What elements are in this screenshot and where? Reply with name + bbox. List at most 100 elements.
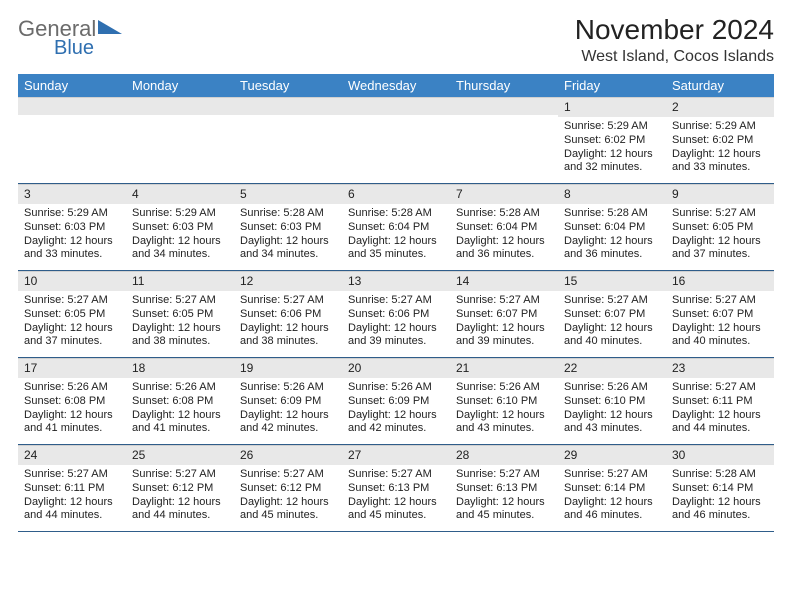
sunrise-text: Sunrise: 5:27 AM: [348, 294, 444, 308]
daylight-text: Daylight: 12 hours and 36 minutes.: [564, 235, 660, 263]
day-cell: 20Sunrise: 5:26 AMSunset: 6:09 PMDayligh…: [342, 358, 450, 444]
sunset-text: Sunset: 6:03 PM: [132, 221, 228, 235]
day-number: 26: [234, 445, 342, 465]
day-body: Sunrise: 5:27 AMSunset: 6:13 PMDaylight:…: [342, 465, 450, 527]
title-block: November 2024 West Island, Cocos Islands: [575, 14, 774, 66]
sunrise-text: Sunrise: 5:26 AM: [564, 381, 660, 395]
sunset-text: Sunset: 6:12 PM: [132, 482, 228, 496]
day-cell: [126, 97, 234, 183]
day-body: Sunrise: 5:29 AMSunset: 6:02 PMDaylight:…: [558, 117, 666, 179]
day-number: [342, 97, 450, 115]
day-number: 29: [558, 445, 666, 465]
sunset-text: Sunset: 6:05 PM: [24, 308, 120, 322]
sunset-text: Sunset: 6:13 PM: [456, 482, 552, 496]
day-cell: 27Sunrise: 5:27 AMSunset: 6:13 PMDayligh…: [342, 445, 450, 531]
day-number: 28: [450, 445, 558, 465]
daylight-text: Daylight: 12 hours and 44 minutes.: [672, 409, 768, 437]
sunrise-text: Sunrise: 5:27 AM: [564, 468, 660, 482]
logo-triangle-icon: [98, 20, 122, 34]
day-number: 9: [666, 184, 774, 204]
daylight-text: Daylight: 12 hours and 44 minutes.: [132, 496, 228, 524]
day-body: Sunrise: 5:27 AMSunset: 6:14 PMDaylight:…: [558, 465, 666, 527]
day-number: 23: [666, 358, 774, 378]
day-body: Sunrise: 5:27 AMSunset: 6:07 PMDaylight:…: [666, 291, 774, 353]
day-cell: 6Sunrise: 5:28 AMSunset: 6:04 PMDaylight…: [342, 184, 450, 270]
day-cell: [342, 97, 450, 183]
day-cell: 1Sunrise: 5:29 AMSunset: 6:02 PMDaylight…: [558, 97, 666, 183]
sunrise-text: Sunrise: 5:29 AM: [672, 120, 768, 134]
sunrise-text: Sunrise: 5:27 AM: [132, 468, 228, 482]
day-cell: [450, 97, 558, 183]
week-row: 17Sunrise: 5:26 AMSunset: 6:08 PMDayligh…: [18, 358, 774, 445]
sunset-text: Sunset: 6:03 PM: [24, 221, 120, 235]
day-number: 22: [558, 358, 666, 378]
sunrise-text: Sunrise: 5:26 AM: [132, 381, 228, 395]
sunset-text: Sunset: 6:06 PM: [348, 308, 444, 322]
day-cell: 26Sunrise: 5:27 AMSunset: 6:12 PMDayligh…: [234, 445, 342, 531]
weekday-header: Wednesday: [342, 74, 450, 97]
sunrise-text: Sunrise: 5:27 AM: [564, 294, 660, 308]
day-cell: 24Sunrise: 5:27 AMSunset: 6:11 PMDayligh…: [18, 445, 126, 531]
sunrise-text: Sunrise: 5:27 AM: [456, 294, 552, 308]
sunrise-text: Sunrise: 5:27 AM: [24, 468, 120, 482]
daylight-text: Daylight: 12 hours and 42 minutes.: [348, 409, 444, 437]
sunset-text: Sunset: 6:11 PM: [672, 395, 768, 409]
day-number: 1: [558, 97, 666, 117]
day-cell: 9Sunrise: 5:27 AMSunset: 6:05 PMDaylight…: [666, 184, 774, 270]
day-cell: 10Sunrise: 5:27 AMSunset: 6:05 PMDayligh…: [18, 271, 126, 357]
day-cell: 2Sunrise: 5:29 AMSunset: 6:02 PMDaylight…: [666, 97, 774, 183]
day-cell: 14Sunrise: 5:27 AMSunset: 6:07 PMDayligh…: [450, 271, 558, 357]
day-number: 14: [450, 271, 558, 291]
day-cell: [18, 97, 126, 183]
weekday-header: Friday: [558, 74, 666, 97]
daylight-text: Daylight: 12 hours and 33 minutes.: [24, 235, 120, 263]
logo: General Blue: [18, 14, 128, 58]
sunrise-text: Sunrise: 5:27 AM: [240, 294, 336, 308]
sunset-text: Sunset: 6:14 PM: [564, 482, 660, 496]
day-cell: 7Sunrise: 5:28 AMSunset: 6:04 PMDaylight…: [450, 184, 558, 270]
sunset-text: Sunset: 6:06 PM: [240, 308, 336, 322]
sunrise-text: Sunrise: 5:28 AM: [456, 207, 552, 221]
sunrise-text: Sunrise: 5:28 AM: [672, 468, 768, 482]
sunset-text: Sunset: 6:04 PM: [564, 221, 660, 235]
day-body: Sunrise: 5:27 AMSunset: 6:05 PMDaylight:…: [126, 291, 234, 353]
day-cell: 16Sunrise: 5:27 AMSunset: 6:07 PMDayligh…: [666, 271, 774, 357]
day-body: Sunrise: 5:26 AMSunset: 6:09 PMDaylight:…: [342, 378, 450, 440]
weekday-header-row: Sunday Monday Tuesday Wednesday Thursday…: [18, 74, 774, 97]
daylight-text: Daylight: 12 hours and 41 minutes.: [24, 409, 120, 437]
day-body: Sunrise: 5:26 AMSunset: 6:09 PMDaylight:…: [234, 378, 342, 440]
day-body: Sunrise: 5:28 AMSunset: 6:14 PMDaylight:…: [666, 465, 774, 527]
day-body: Sunrise: 5:28 AMSunset: 6:04 PMDaylight:…: [450, 204, 558, 266]
week-row: 1Sunrise: 5:29 AMSunset: 6:02 PMDaylight…: [18, 97, 774, 184]
day-body: Sunrise: 5:26 AMSunset: 6:10 PMDaylight:…: [558, 378, 666, 440]
sunset-text: Sunset: 6:04 PM: [456, 221, 552, 235]
sunrise-text: Sunrise: 5:26 AM: [348, 381, 444, 395]
sunrise-text: Sunrise: 5:29 AM: [564, 120, 660, 134]
daylight-text: Daylight: 12 hours and 42 minutes.: [240, 409, 336, 437]
weekday-header: Sunday: [18, 74, 126, 97]
day-body: Sunrise: 5:26 AMSunset: 6:10 PMDaylight:…: [450, 378, 558, 440]
sunrise-text: Sunrise: 5:28 AM: [240, 207, 336, 221]
daylight-text: Daylight: 12 hours and 40 minutes.: [564, 322, 660, 350]
day-number: 21: [450, 358, 558, 378]
day-cell: 5Sunrise: 5:28 AMSunset: 6:03 PMDaylight…: [234, 184, 342, 270]
day-cell: 23Sunrise: 5:27 AMSunset: 6:11 PMDayligh…: [666, 358, 774, 444]
daylight-text: Daylight: 12 hours and 46 minutes.: [564, 496, 660, 524]
daylight-text: Daylight: 12 hours and 45 minutes.: [348, 496, 444, 524]
sunset-text: Sunset: 6:08 PM: [132, 395, 228, 409]
sunset-text: Sunset: 6:05 PM: [672, 221, 768, 235]
sunset-text: Sunset: 6:10 PM: [456, 395, 552, 409]
sunrise-text: Sunrise: 5:29 AM: [132, 207, 228, 221]
day-cell: 15Sunrise: 5:27 AMSunset: 6:07 PMDayligh…: [558, 271, 666, 357]
sunrise-text: Sunrise: 5:27 AM: [24, 294, 120, 308]
day-body: Sunrise: 5:27 AMSunset: 6:11 PMDaylight:…: [18, 465, 126, 527]
sunset-text: Sunset: 6:07 PM: [456, 308, 552, 322]
day-body: Sunrise: 5:27 AMSunset: 6:05 PMDaylight:…: [666, 204, 774, 266]
daylight-text: Daylight: 12 hours and 32 minutes.: [564, 148, 660, 176]
day-body: Sunrise: 5:27 AMSunset: 6:05 PMDaylight:…: [18, 291, 126, 353]
sunrise-text: Sunrise: 5:27 AM: [672, 294, 768, 308]
day-cell: 22Sunrise: 5:26 AMSunset: 6:10 PMDayligh…: [558, 358, 666, 444]
month-title: November 2024: [575, 14, 774, 46]
sunset-text: Sunset: 6:11 PM: [24, 482, 120, 496]
day-body: Sunrise: 5:27 AMSunset: 6:06 PMDaylight:…: [234, 291, 342, 353]
